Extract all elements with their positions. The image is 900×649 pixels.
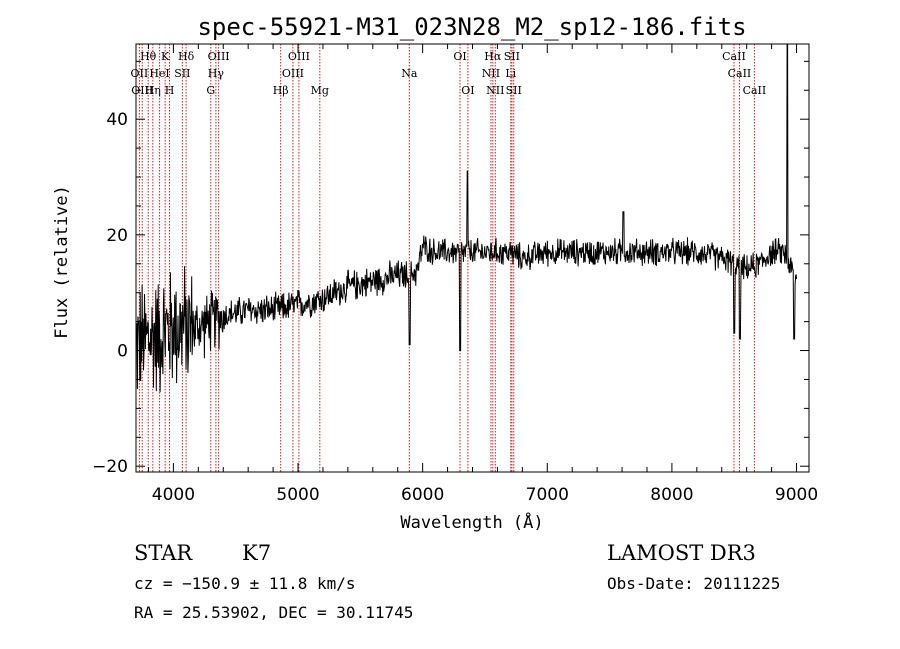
spectral-line-label: Hβ [273, 84, 289, 97]
spectral-line-label: OI [461, 84, 474, 97]
spectral-line-label: CaII [722, 50, 746, 63]
x-tick-label: 4000 [152, 485, 195, 505]
spectral-line-markers [138, 44, 755, 472]
spectral-line-label: K [161, 50, 170, 63]
spectral-line-label: Hγ [208, 67, 225, 80]
y-tick-label: 20 [106, 226, 128, 246]
spectral-line-label: OIII [208, 50, 230, 63]
spectral-line-label: SII [174, 67, 190, 80]
spectral-line-label: Na [401, 67, 418, 80]
y-tick-label: −20 [92, 457, 128, 477]
spectral-line-label: OI [453, 50, 466, 63]
spectral-line-label: NII [482, 67, 500, 80]
spectral-line-label: G [206, 84, 215, 97]
spectral-line-label: H [165, 84, 175, 97]
survey-name: LAMOST DR3 [607, 541, 756, 565]
spectral-line-label: NII [486, 84, 504, 97]
spectral-line-label: OIII [288, 50, 310, 63]
x-axis-label: Wavelength (Å) [400, 511, 543, 533]
spectral-line-label: OIII [131, 84, 153, 97]
spectral-line-label: SII [504, 50, 520, 63]
x-tick-label: 6000 [401, 485, 444, 505]
chart-title: spec-55921-M31_023N28_M2_sp12-186.fits [197, 13, 746, 41]
spectral-line-label: HeI [149, 67, 169, 80]
x-axis-ticks: 4000 5000 6000 7000 8000 9000 [147, 44, 818, 505]
y-tick-label: 0 [117, 342, 128, 362]
x-tick-label: 9000 [775, 485, 818, 505]
x-tick-label: 7000 [526, 485, 569, 505]
y-axis-label: Flux (relative) [52, 185, 72, 339]
spectral-line-label: Li [505, 67, 516, 80]
spectral-line-label: CaII [728, 67, 752, 80]
coordinates-info: RA = 25.53902, DEC = 30.11745 [134, 603, 413, 622]
spectrum-trace [135, 43, 797, 393]
object-subclass: K7 [242, 541, 271, 565]
redshift-info: cz = −150.9 ± 11.8 km/s [134, 574, 356, 593]
spectral-line-label: OIII [282, 67, 304, 80]
spectral-line-label: Hθ [140, 50, 157, 63]
x-tick-label: 8000 [650, 485, 693, 505]
spectral-line-label: Hη [145, 84, 161, 97]
spectral-line-label: Mg [311, 84, 329, 97]
object-class: STAR [134, 541, 193, 565]
spectral-line-label: Hα [484, 50, 502, 63]
spectral-line-label: SII [506, 84, 522, 97]
spectral-line-label: OII [131, 67, 149, 80]
spectral-line-label: Hδ [178, 50, 195, 63]
x-tick-label: 5000 [276, 485, 319, 505]
spectral-line-label: CaII [743, 84, 767, 97]
obs-date: Obs-Date: 20111225 [607, 574, 780, 593]
y-axis-ticks: −20 0 20 40 [92, 60, 809, 477]
spectral-line-labels: OII OIII Hθ Hη HeI K H SII Hδ G Hγ OIII Hβ OIII OIII Mg… [131, 50, 767, 97]
y-tick-label: 40 [106, 110, 128, 130]
